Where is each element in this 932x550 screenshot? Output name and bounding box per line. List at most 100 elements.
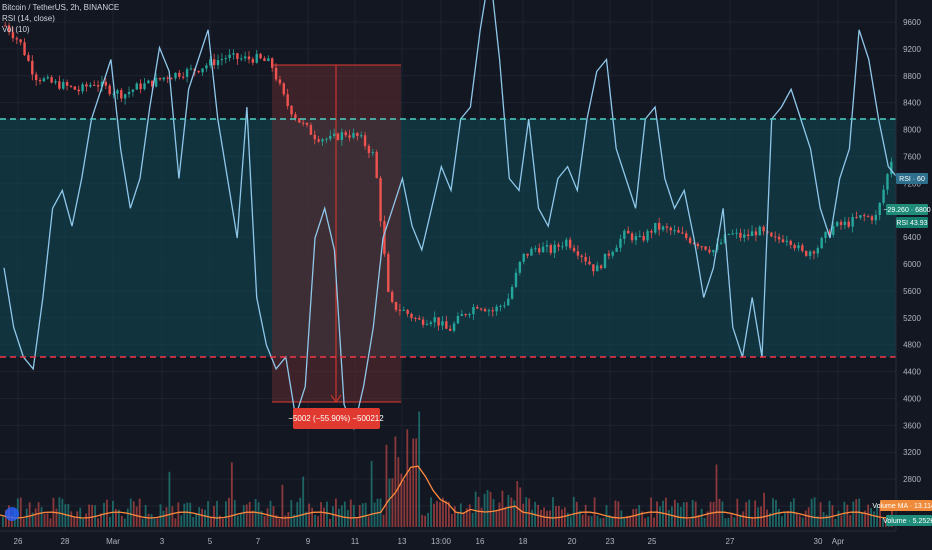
candle-body [363, 135, 367, 147]
candle-body [100, 81, 104, 87]
volume-bar [846, 504, 849, 527]
candle-body [421, 319, 425, 325]
candle-body [627, 230, 630, 234]
volume-bar [584, 504, 587, 527]
volume-bar [608, 515, 611, 527]
volume-bar [245, 504, 248, 527]
candle-body [445, 321, 448, 329]
candle-body [661, 226, 665, 230]
y-tick-label: 8800 [903, 72, 921, 81]
candle-body [371, 152, 375, 154]
volume-bar [602, 517, 605, 527]
volume-bar [266, 508, 269, 527]
volume-bar [70, 511, 73, 527]
candle-body [874, 214, 878, 221]
volume-bar [391, 478, 394, 527]
candle-body [487, 310, 491, 312]
volume-bar [611, 516, 614, 527]
candle-body [383, 221, 386, 255]
candle-body [147, 80, 150, 84]
volume-bar [25, 508, 28, 527]
volume-bar [659, 506, 661, 527]
volume-bar [120, 515, 123, 527]
volume-bar [88, 504, 91, 527]
legend-title: Bitcoin / TetherUS, 2h, BINANCE [2, 3, 120, 12]
candle-body [143, 83, 146, 90]
candle-body [313, 134, 316, 140]
volume-bar [76, 511, 79, 527]
volume-bar [126, 508, 129, 527]
candle-body [452, 323, 456, 331]
volume-bar [135, 506, 138, 527]
volume-bar [724, 518, 727, 527]
volume-bar [691, 499, 694, 527]
candle-body [534, 248, 537, 250]
candle-body [619, 238, 622, 248]
candle-body [510, 286, 514, 299]
candle-body [495, 306, 498, 312]
volume-bar [721, 501, 724, 527]
candle-body [665, 226, 669, 228]
volume-bar [638, 505, 641, 527]
candle-body [859, 215, 862, 218]
x-tick-label: 13:00 [431, 537, 452, 546]
y-axis-panel [896, 0, 932, 550]
measure-label-box [293, 408, 380, 429]
volume-bar [623, 518, 626, 527]
volume-bar [248, 501, 251, 527]
volume-ma-tag-box [880, 500, 932, 511]
volume-bar [590, 516, 593, 527]
candle-body [65, 82, 69, 86]
volume-bar [718, 498, 721, 527]
volume-bar [64, 504, 67, 527]
candle-body [34, 74, 38, 80]
y-tick-label: 6400 [903, 233, 921, 242]
candle-body [352, 132, 355, 138]
y-tick-label: 4800 [903, 341, 921, 350]
candle-body [801, 245, 804, 251]
volume-bar [754, 500, 757, 527]
candle-body [251, 59, 255, 63]
volume-bar [251, 510, 254, 527]
candle-body [704, 246, 707, 250]
volume-bar [703, 518, 706, 527]
volume-bar [555, 506, 557, 527]
candle-body [657, 222, 661, 230]
y-tick-label: 4400 [903, 368, 921, 377]
candle-body [240, 58, 243, 60]
volume-bar [346, 509, 349, 527]
candle-body [580, 255, 583, 257]
candle-body [596, 265, 599, 272]
volume-bar [864, 510, 867, 527]
candle-body [232, 53, 235, 55]
volume-bar [531, 509, 534, 527]
candle-body [243, 56, 247, 59]
volume-bar [412, 438, 415, 527]
volume-bar [453, 506, 456, 527]
candle-body [46, 77, 49, 79]
volume-bar [789, 501, 792, 527]
volume-bar [275, 515, 278, 527]
volume-bar [227, 497, 230, 527]
candle-body [870, 216, 874, 221]
volume-bar [807, 507, 810, 527]
volume-bar [201, 508, 204, 527]
candle-body [890, 161, 893, 175]
volume-bar [433, 503, 435, 527]
volume-bar [522, 503, 525, 527]
measure-arrow-head [330, 394, 342, 403]
candle-body [503, 305, 506, 307]
volume-bar [882, 518, 884, 527]
candle-body [785, 240, 789, 243]
volume-bar [626, 515, 629, 527]
volume-bar [870, 507, 873, 527]
volume-bar [233, 500, 236, 527]
volume-bar [284, 515, 287, 527]
candle-body [174, 72, 177, 79]
volume-bar [335, 498, 337, 527]
volume-bar [323, 507, 325, 527]
candle-body [878, 202, 881, 215]
candle-body [154, 77, 158, 87]
candle-body [42, 78, 46, 82]
